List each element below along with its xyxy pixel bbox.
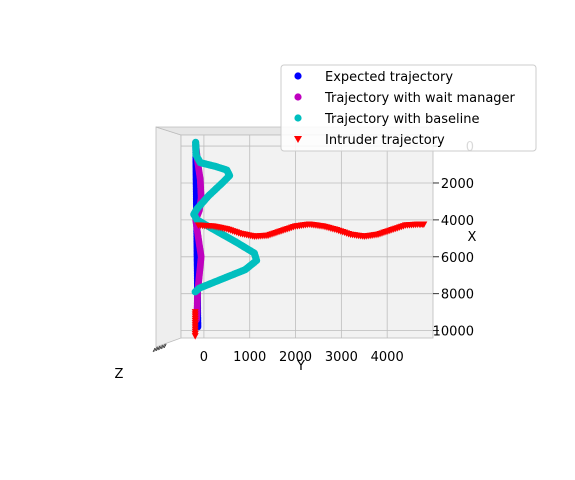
data-point [191, 288, 199, 296]
legend: Expected trajectory Trajectory with wait … [280, 64, 537, 152]
x-tick-label: 2000 [279, 350, 312, 365]
x-axis-label: X [468, 230, 477, 245]
x-tick-label: 0 [200, 350, 208, 365]
legend-marker-0 [294, 72, 302, 80]
legend-label-0: Expected trajectory [325, 70, 453, 85]
y-tick-label: 10000 [433, 325, 474, 340]
z-tick-mark [163, 343, 167, 348]
data-point [420, 221, 428, 229]
x-tick-labels: 0 1000 2000 3000 4000 [200, 350, 404, 365]
z-tick-mark [157, 346, 161, 351]
y-tick-label: 6000 [441, 251, 474, 266]
y-tick-label: 2000 [441, 177, 474, 192]
z-tick-mark [152, 347, 156, 353]
y-tick-label: 8000 [441, 288, 474, 303]
z-tick-mark [159, 345, 162, 350]
legend-label-1: Trajectory with wait manager [324, 91, 516, 106]
y-tick-label: 4000 [441, 214, 474, 229]
z-tick-mark [155, 346, 159, 351]
z-axis-label: Z [115, 367, 124, 382]
legend-marker-1 [294, 93, 302, 101]
z-tick-mark [162, 344, 165, 349]
series-intruder-trajectory [191, 221, 428, 340]
x-tick-label: 1000 [233, 350, 266, 365]
legend-marker-3 [294, 136, 302, 143]
legend-marker-2 [294, 114, 302, 122]
legend-label-2: Trajectory with baseline [324, 112, 479, 127]
x-tick-label: 4000 [371, 350, 404, 365]
z-tick-mark [160, 344, 164, 350]
legend-box [280, 64, 537, 152]
z-tick-mark [154, 347, 157, 352]
left-pane-wall [155, 126, 182, 348]
y-axis-label: Y [296, 359, 305, 374]
z-axis-ticks [152, 343, 167, 353]
series-trajectory-with-baseline [190, 138, 261, 296]
series-layer [190, 138, 428, 340]
data-point [191, 333, 199, 340]
x-tick-label: 3000 [325, 350, 358, 365]
legend-label-3: Intruder trajectory [325, 133, 445, 148]
